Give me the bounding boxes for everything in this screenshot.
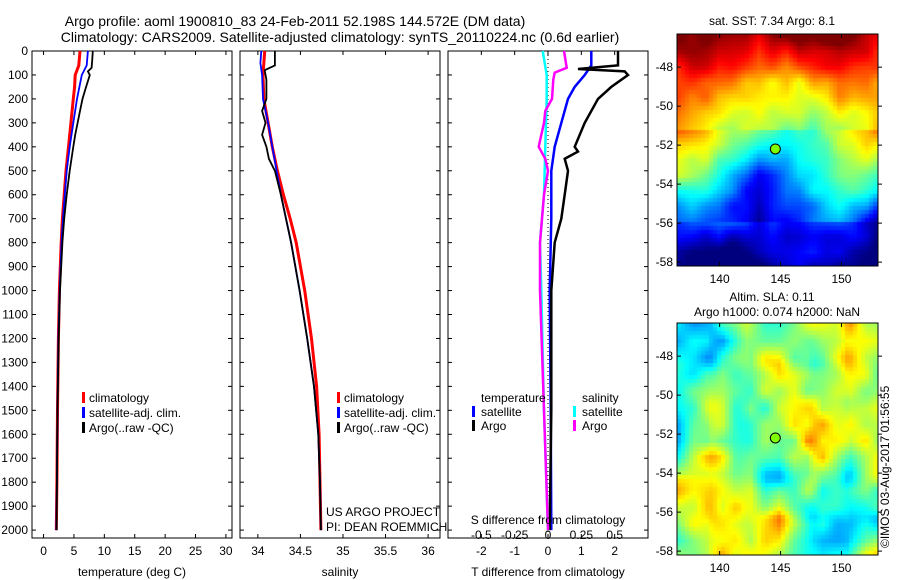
y-tick-label: 900	[8, 260, 28, 274]
x-tick-label: 35.5	[374, 544, 398, 558]
axes-box-0	[31, 50, 233, 539]
figure-title-line2: Climatology: CARS2009. Satellite-adjuste…	[61, 29, 619, 45]
y-tick-label: 0	[21, 44, 28, 58]
legend-swatch	[82, 407, 85, 418]
project-label: US ARGO PROJECT	[326, 505, 441, 519]
legend-swatch	[337, 422, 340, 433]
sla-map-title-line2: Argo h1000: 0.074 h2000: NaN	[694, 305, 860, 319]
y-tick-label: 1600	[1, 427, 28, 441]
y-tick-label: 1200	[1, 331, 28, 345]
legend-label: Argo	[481, 419, 507, 433]
y-tick-label: 200	[8, 92, 28, 106]
series-line-climatology	[261, 50, 323, 531]
sst-map-image	[677, 34, 878, 266]
x-tick-label: 20	[158, 544, 172, 558]
legend-swatch	[573, 406, 576, 417]
sst-map-title: sat. SST: 7.34 Argo: 8.1	[709, 14, 835, 28]
x-tick-label: 15	[128, 544, 142, 558]
legend-swatch	[82, 392, 85, 403]
legend-label: Argo(..raw -QC)	[89, 421, 174, 435]
y-tick-label: 600	[8, 188, 28, 202]
x2-tick-label: -0.5	[471, 528, 492, 542]
x-tick-label: -1	[509, 544, 520, 558]
legend-title-temperature: temperature	[481, 391, 546, 405]
legend-swatch	[82, 422, 85, 433]
x-tick-label: 5	[71, 544, 78, 558]
legend-label: satellite-adj. clim.	[89, 406, 181, 420]
credit-label: ©IMOS 03-Aug-2017 01:56:55	[878, 385, 892, 548]
sla-map-image	[677, 323, 878, 555]
legend-swatch	[472, 420, 475, 431]
y-tick-label: 1800	[1, 475, 28, 489]
x2-tick-label: 0.5	[606, 528, 623, 542]
legend-swatch	[573, 420, 576, 431]
legend-swatch	[472, 406, 475, 417]
y-tick-label: 300	[8, 116, 28, 130]
legend-label: Argo(..raw -QC)	[344, 421, 429, 435]
x-tick-label: 10	[98, 544, 112, 558]
legend-label: satellite-adj. clim.	[344, 406, 436, 420]
legend-swatch	[337, 392, 340, 403]
series-line-salinity-argo	[537, 50, 569, 531]
y-tick-label: 1900	[1, 499, 28, 513]
pi-label: PI: DEAN ROEMMICH	[326, 520, 447, 534]
axes-box-2	[447, 50, 649, 539]
x-tick-label: 1	[578, 544, 585, 558]
legend-label: satellite	[582, 405, 623, 419]
x2-tick-label: -0.25	[501, 528, 529, 542]
series-line-temperature-satellite	[548, 51, 593, 531]
x-tick-label: 34.5	[289, 544, 313, 558]
y-tick-label: 400	[8, 140, 28, 154]
legend-swatch	[337, 407, 340, 418]
x-axis-label: salinity	[322, 565, 359, 579]
legend-label: Argo	[582, 419, 608, 433]
series-line-argo-raw-qc-	[55, 50, 94, 531]
figure-title-line1: Argo profile: aoml 1900810_83 24-Feb-201…	[65, 13, 526, 29]
x2-tick-label: 0	[545, 528, 552, 542]
y-tick-label: 1300	[1, 355, 28, 369]
x-tick-label: 0	[40, 544, 47, 558]
y-tick-label: 1000	[1, 284, 28, 298]
y-tick-label: 500	[8, 164, 28, 178]
x2-axis-label: S difference from climatology	[471, 513, 626, 527]
x-tick-label: 25	[189, 544, 203, 558]
y-tick-label: 1100	[2, 308, 28, 322]
legend-label: climatology	[344, 391, 404, 405]
x-tick-label: 0	[545, 544, 552, 558]
x-axis-label: temperature (deg C)	[78, 565, 186, 579]
series-line-argo-raw-qc-	[261, 51, 322, 531]
x2-tick-label: 0.25	[570, 528, 594, 542]
legend-label: climatology	[89, 391, 149, 405]
x-tick-label: -2	[476, 544, 487, 558]
legend-title-salinity: salinity	[582, 391, 619, 405]
x-tick-label: 30	[219, 544, 233, 558]
x-tick-label: 2	[611, 544, 618, 558]
y-tick-label: 700	[8, 212, 28, 226]
legend-label: satellite	[481, 405, 522, 419]
y-tick-label: 1500	[1, 403, 28, 417]
sla-map-title-line1: Altim. SLA: 0.11	[729, 290, 814, 304]
x-tick-label: 36	[421, 544, 435, 558]
x-axis-label: T difference from climatology	[471, 565, 625, 579]
y-tick-label: 1400	[1, 379, 28, 393]
y-tick-label: 1700	[1, 451, 28, 465]
axes-box-1	[239, 50, 441, 539]
series-line-temperature-argo	[548, 51, 630, 531]
y-tick-label: 100	[8, 68, 28, 82]
x-tick-label: 35	[336, 544, 350, 558]
y-tick-label: 800	[8, 236, 28, 250]
x-tick-label: 34	[251, 544, 265, 558]
y-tick-label: 2000	[1, 523, 28, 537]
